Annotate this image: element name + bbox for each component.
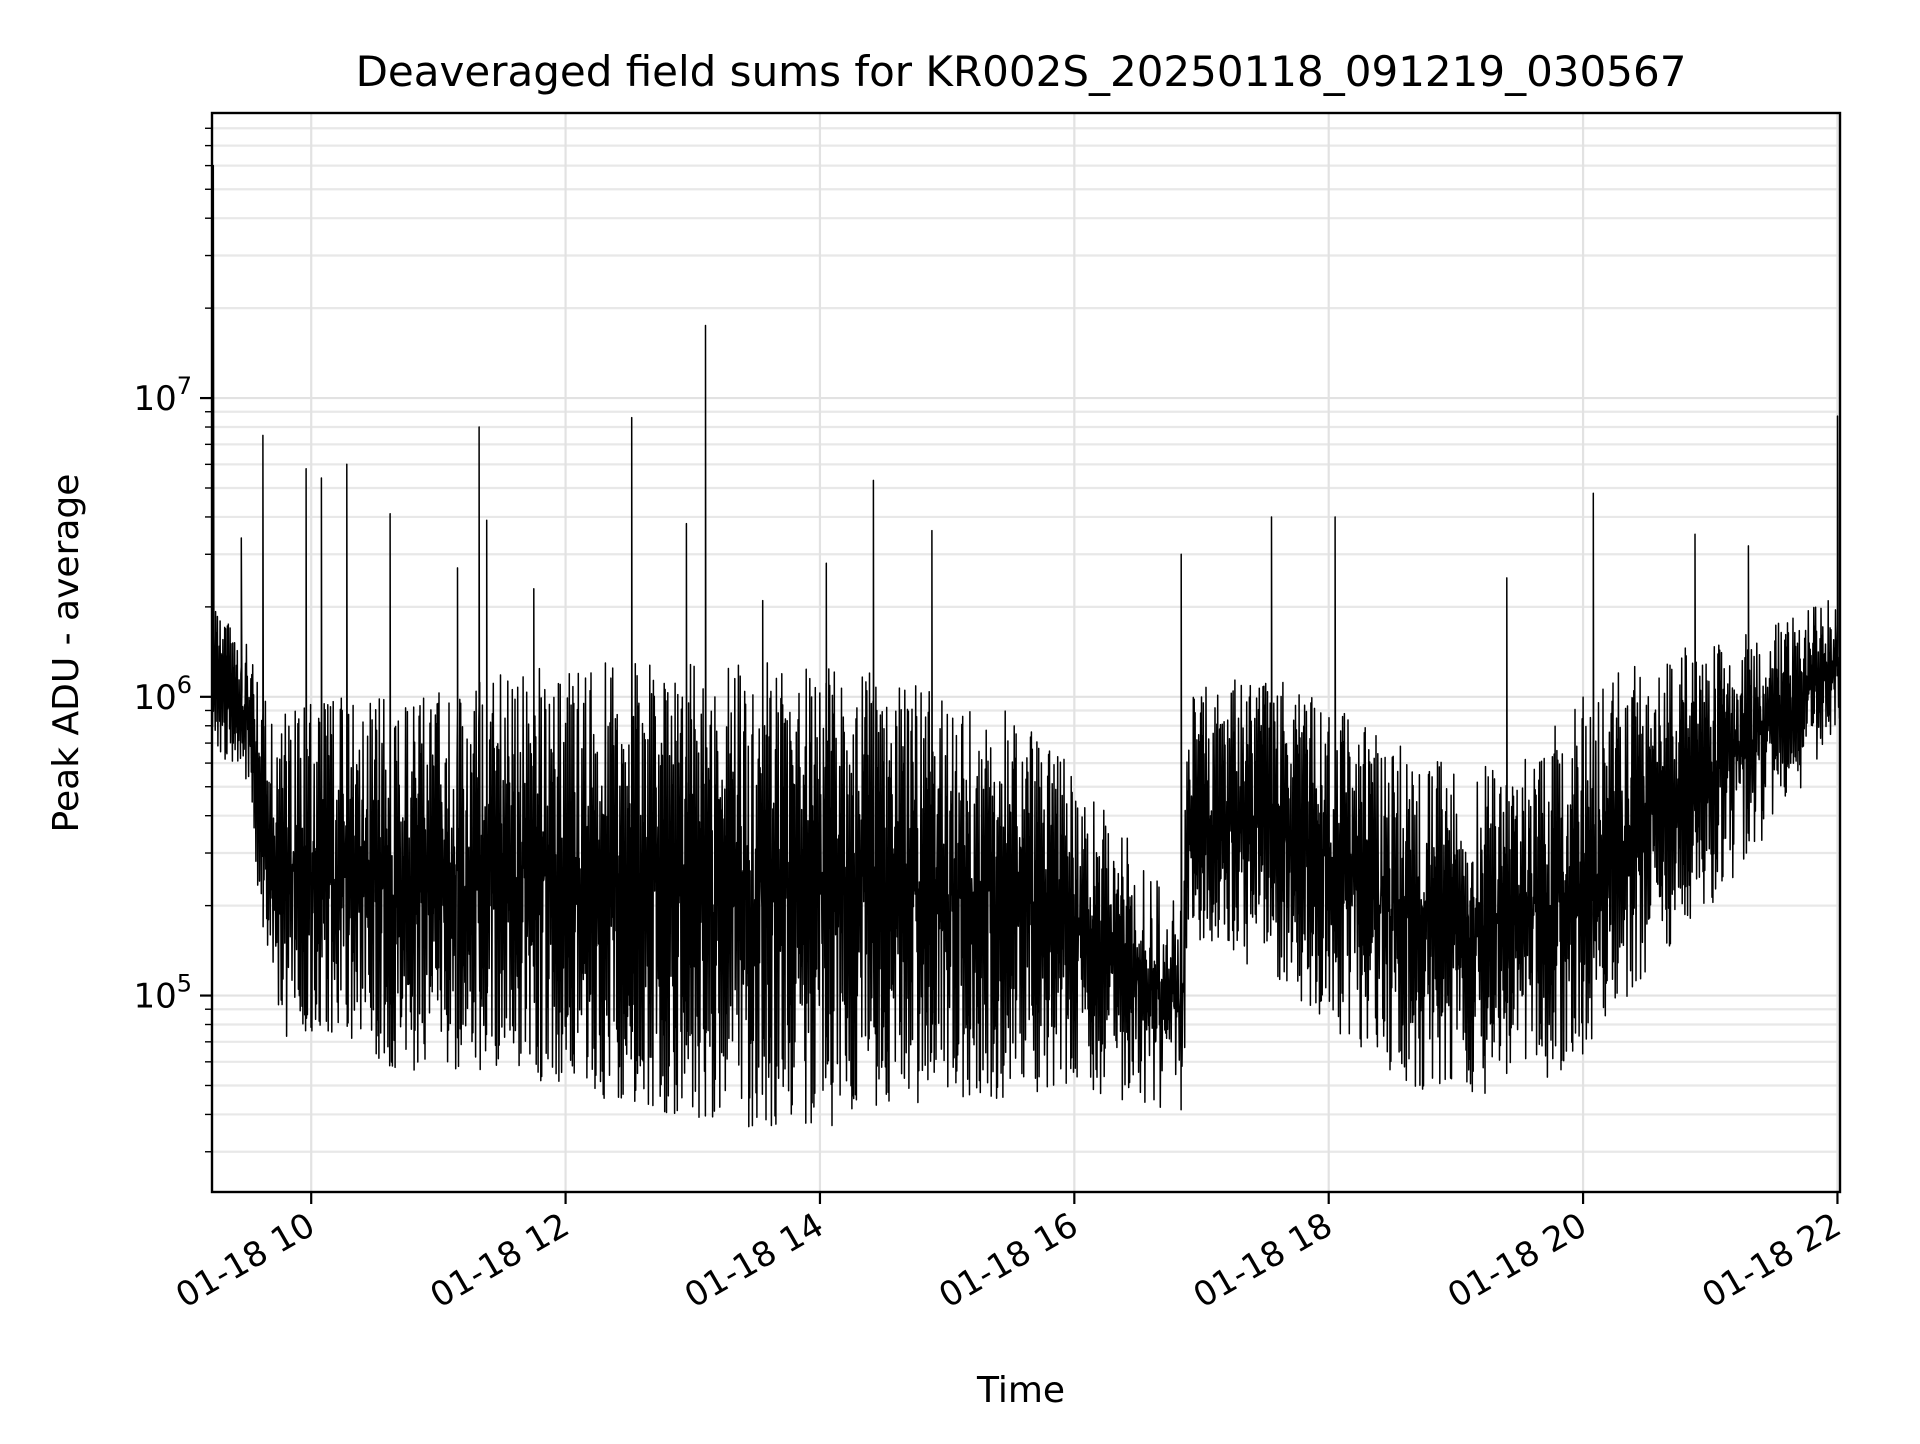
series-line — [212, 164, 1840, 1128]
y-tick-label-base: 10 — [133, 977, 176, 1017]
y-tick-label-exponent: 5 — [177, 970, 192, 998]
y-tick-label-exponent: 6 — [177, 671, 192, 699]
y-tick-label: 107 — [133, 372, 192, 419]
y-tick-label: 105 — [133, 970, 192, 1017]
y-tick-label-exponent: 7 — [177, 372, 192, 400]
y-axis-label: Peak ADU - average — [46, 474, 87, 833]
series-layer — [212, 164, 1840, 1128]
y-tick-label: 106 — [133, 671, 192, 718]
x-axis-label: Time — [976, 1370, 1065, 1411]
y-tick-label-base: 10 — [133, 678, 176, 718]
y-tick-label-base: 10 — [133, 379, 176, 419]
chart-title: Deaveraged field sums for KR002S_2025011… — [356, 47, 1687, 96]
axes-frame — [210, 111, 1842, 1194]
